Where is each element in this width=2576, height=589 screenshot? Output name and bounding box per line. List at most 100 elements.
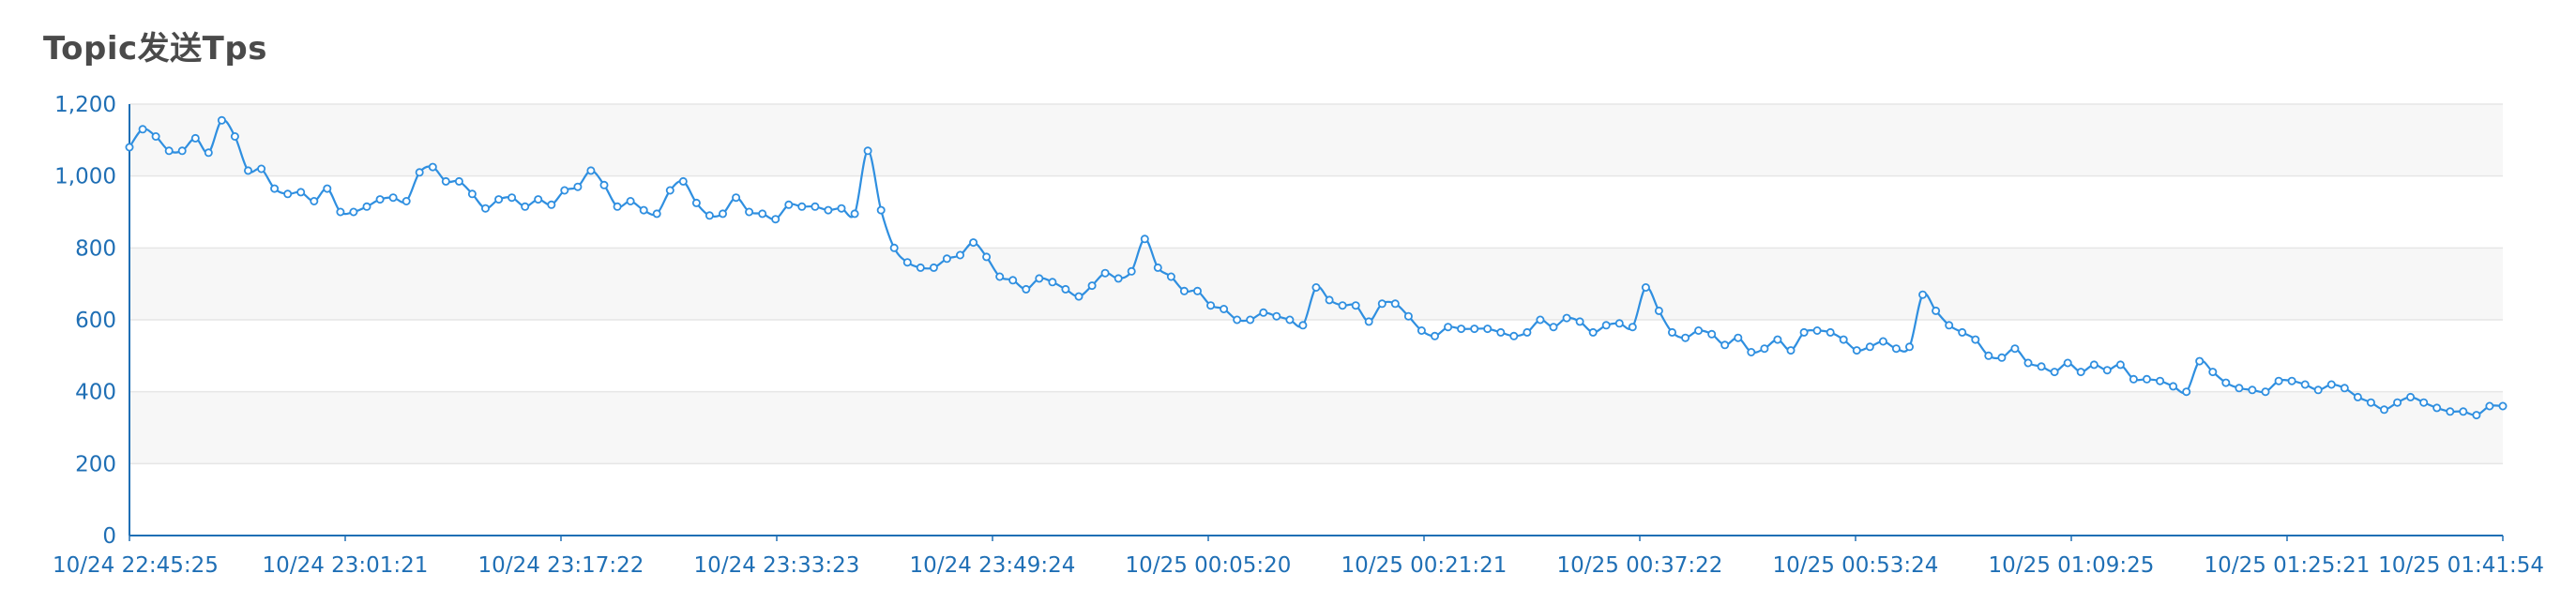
data-point — [2498, 401, 2508, 411]
data-point — [2326, 380, 2336, 389]
data-point — [415, 168, 424, 177]
data-point — [375, 195, 385, 204]
y-axis-ticks: 0 200 400 600 800 1,000 1,200 — [54, 93, 116, 549]
data-point — [1720, 340, 1730, 350]
data-point — [995, 272, 1005, 281]
data-point — [1035, 274, 1044, 283]
data-point — [1074, 292, 1083, 301]
data-point — [125, 143, 134, 152]
data-point — [1179, 286, 1189, 295]
data-point — [929, 263, 938, 272]
data-point — [982, 252, 992, 262]
data-point — [2010, 344, 2020, 354]
data-point — [2115, 360, 2125, 370]
data-point — [2313, 385, 2323, 395]
data-point — [243, 166, 252, 175]
data-point — [2393, 398, 2402, 407]
data-point — [2446, 407, 2455, 416]
data-point — [1206, 301, 1216, 310]
data-point — [1865, 342, 1874, 352]
data-point — [1681, 333, 1690, 342]
data-point — [494, 195, 504, 204]
data-point — [257, 164, 266, 174]
data-point — [1654, 306, 1663, 315]
plot-band — [129, 391, 2503, 464]
data-point — [1390, 299, 1400, 309]
data-point — [1958, 327, 1967, 337]
data-point — [560, 186, 569, 195]
data-point — [1087, 281, 1097, 291]
data-point — [2063, 358, 2072, 368]
data-point — [2182, 387, 2191, 397]
data-point — [811, 202, 820, 211]
chart-title: Topic发送Tps — [43, 30, 267, 68]
data-point — [1641, 282, 1650, 292]
data-point — [1878, 337, 1887, 346]
x-tick-label: 10/25 01:09:25 — [1989, 553, 2155, 578]
data-point — [1509, 331, 1519, 340]
data-point — [719, 209, 728, 219]
data-point — [1799, 327, 1809, 337]
data-point — [2221, 378, 2231, 387]
data-point — [2379, 405, 2388, 415]
data-point — [2102, 366, 2112, 375]
data-point — [2129, 374, 2138, 384]
data-point — [1114, 274, 1123, 283]
data-point — [2261, 387, 2270, 397]
data-point — [824, 205, 833, 215]
data-point — [902, 258, 912, 267]
data-point — [1694, 325, 1704, 335]
data-point — [850, 209, 859, 219]
data-point — [2037, 362, 2046, 371]
data-point — [1061, 284, 1070, 294]
data-point — [745, 207, 754, 217]
data-point — [956, 250, 965, 260]
plot-background-bands — [129, 104, 2503, 464]
x-tick-label: 10/25 01:41:54 — [2378, 553, 2544, 578]
data-point — [388, 193, 398, 203]
data-point — [138, 125, 147, 134]
data-point — [1971, 335, 1980, 344]
data-point — [349, 207, 358, 217]
data-point — [428, 162, 437, 172]
y-tick-label: 600 — [75, 309, 116, 333]
data-point — [889, 243, 899, 252]
data-point — [362, 202, 371, 211]
data-point — [1298, 321, 1308, 330]
data-point — [2274, 376, 2283, 385]
data-point — [732, 193, 741, 203]
data-point — [1760, 344, 1769, 354]
y-tick-label: 1,200 — [54, 93, 116, 117]
data-point — [2208, 368, 2218, 377]
data-point — [508, 193, 517, 203]
x-tick-label: 10/24 22:45:25 — [53, 553, 219, 578]
data-point — [323, 184, 332, 193]
data-point — [1523, 327, 1532, 337]
data-point — [1707, 329, 1717, 339]
data-point — [1773, 335, 1782, 344]
data-point — [916, 263, 925, 272]
data-point — [1272, 311, 1281, 321]
data-point — [1483, 325, 1493, 334]
data-point — [270, 184, 280, 193]
data-point — [2195, 356, 2205, 366]
data-point — [969, 238, 978, 248]
y-tick-label: 400 — [75, 381, 116, 405]
data-point — [534, 195, 543, 204]
data-point — [1166, 272, 1175, 281]
data-point — [1932, 306, 1941, 315]
data-point — [586, 166, 596, 175]
grid-lines — [129, 103, 2503, 465]
data-point — [190, 133, 200, 143]
data-point — [1601, 321, 1611, 330]
data-point — [2089, 360, 2099, 370]
data-point — [2406, 392, 2416, 401]
data-point — [2300, 380, 2310, 389]
data-point — [1193, 286, 1203, 295]
data-point — [2459, 407, 2468, 416]
data-point — [1668, 327, 1677, 337]
data-point — [1786, 346, 1796, 355]
data-point — [441, 176, 450, 186]
data-point — [942, 254, 951, 264]
